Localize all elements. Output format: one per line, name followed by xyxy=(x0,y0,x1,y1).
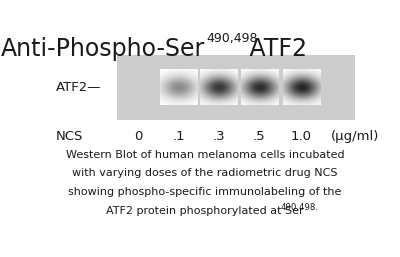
Text: ATF2: ATF2 xyxy=(242,37,306,61)
Text: (μg/ml): (μg/ml) xyxy=(330,130,379,143)
Text: with varying doses of the radiometric drug NCS: with varying doses of the radiometric dr… xyxy=(72,168,338,178)
Text: NCS: NCS xyxy=(56,130,84,143)
Text: ATF2—: ATF2— xyxy=(56,81,102,94)
Text: 1.0: 1.0 xyxy=(290,130,312,143)
Text: Anti-Phospho-Ser: Anti-Phospho-Ser xyxy=(1,37,205,61)
Bar xyxy=(117,54,355,120)
Text: .5: .5 xyxy=(253,130,266,143)
Text: 490,498: 490,498 xyxy=(206,32,258,45)
Text: 490,498.: 490,498. xyxy=(281,203,319,212)
Text: .3: .3 xyxy=(213,130,225,143)
Text: .1: .1 xyxy=(172,130,185,143)
Text: Western Blot of human melanoma cells incubated: Western Blot of human melanoma cells inc… xyxy=(66,150,344,160)
Text: ATF2 protein phosphorylated at Ser: ATF2 protein phosphorylated at Ser xyxy=(106,206,304,216)
Text: 0: 0 xyxy=(134,130,142,143)
Text: showing phospho-specific immunolabeling of the: showing phospho-specific immunolabeling … xyxy=(68,187,342,197)
